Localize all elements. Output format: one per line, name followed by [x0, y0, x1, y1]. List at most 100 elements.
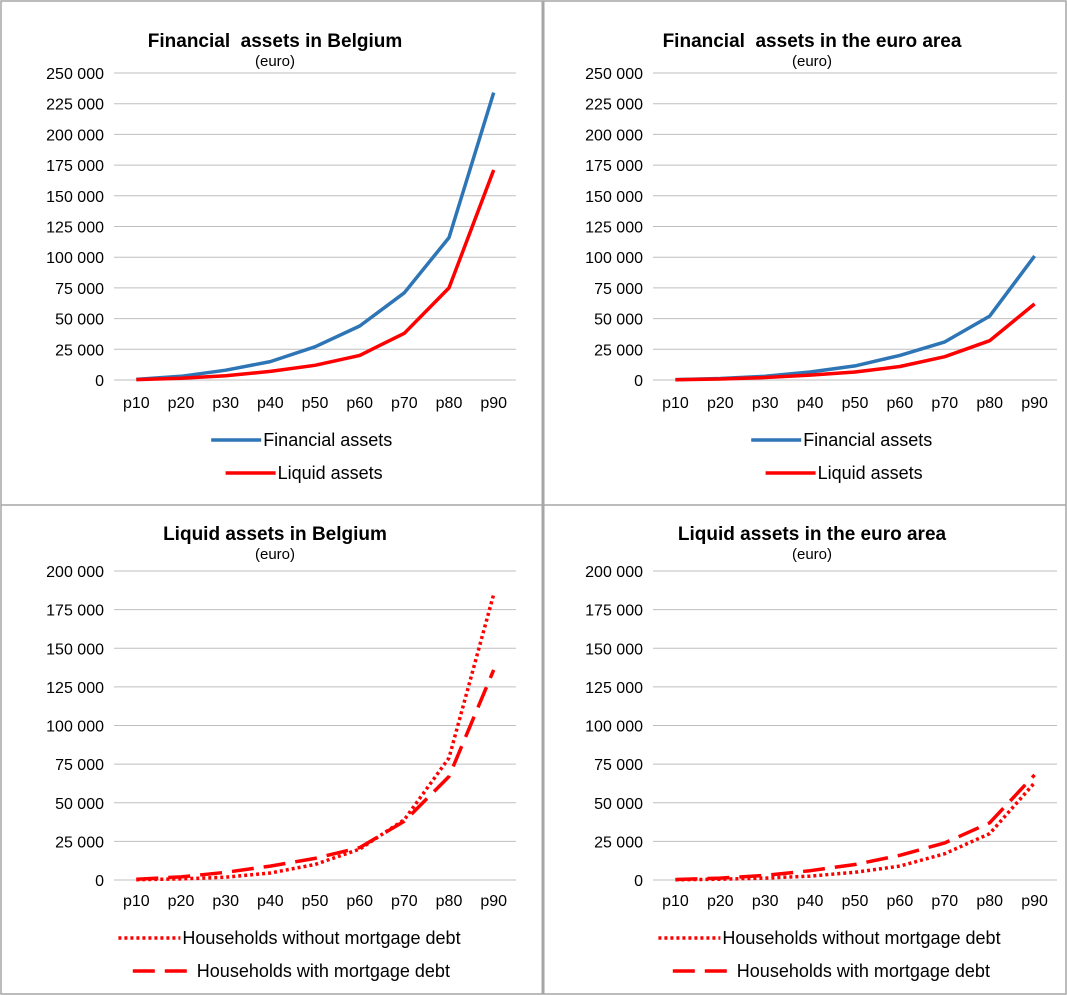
- y-tick-label: 125 000: [585, 220, 643, 237]
- legend-label-1: Households without mortgage debt: [182, 928, 460, 948]
- chart-title: Financial assets in Belgium: [148, 31, 402, 52]
- y-tick-label: 0: [95, 373, 104, 390]
- x-tick-label: p40: [257, 893, 284, 910]
- chart-financial-assets-belgium: Financial assets in Belgium (euro) 0 25 0…: [46, 31, 516, 483]
- y-tick-label: 175 000: [46, 158, 104, 175]
- x-tick-label: p50: [302, 893, 329, 910]
- x-tick-label: p90: [1021, 893, 1048, 910]
- y-tick-label: 75 000: [594, 281, 643, 298]
- chart-financial-assets-euro-area: Financial assets in the euro area (euro)…: [585, 31, 1057, 483]
- y-tick-label: 150 000: [46, 641, 104, 658]
- y-tick-label: 150 000: [46, 189, 104, 206]
- x-tick-label: p70: [391, 893, 418, 910]
- y-tick-label: 25 000: [594, 342, 643, 359]
- x-tick-label: p10: [123, 395, 150, 412]
- y-tick-label: 200 000: [585, 127, 643, 144]
- x-tick-label: p70: [391, 395, 418, 412]
- y-tick-label: 0: [634, 873, 643, 890]
- chart-title: Financial assets in the euro area: [663, 31, 962, 52]
- series-line-2: [675, 773, 1036, 882]
- y-tick-label: 75 000: [55, 757, 104, 774]
- chart-title: Liquid assets in Belgium: [163, 524, 387, 545]
- series-line-2: [675, 302, 1036, 382]
- series-line-2: [136, 169, 496, 382]
- y-tick-label: 50 000: [594, 312, 643, 329]
- x-tick-label: p40: [797, 893, 824, 910]
- x-tick-label: p10: [662, 893, 689, 910]
- x-tick-label: p30: [752, 395, 779, 412]
- y-tick-label: 125 000: [46, 680, 104, 697]
- y-tick-label: 0: [95, 873, 104, 890]
- chart-title: Liquid assets in the euro area: [678, 524, 947, 545]
- x-tick-label: p50: [302, 395, 329, 412]
- x-tick-label: p20: [707, 893, 734, 910]
- legend-label-1: Financial assets: [803, 430, 932, 450]
- x-tick-label: p60: [887, 395, 914, 412]
- x-tick-label: p40: [797, 395, 824, 412]
- chart-subtitle: (euro): [255, 546, 295, 563]
- legend-label-2: Households with mortgage debt: [197, 961, 450, 981]
- x-tick-label: p10: [662, 395, 689, 412]
- legend-label-2: Liquid assets: [278, 463, 383, 483]
- y-tick-label: 125 000: [46, 220, 104, 237]
- y-tick-label: 200 000: [46, 127, 104, 144]
- y-tick-label: 150 000: [585, 641, 643, 658]
- x-tick-label: p30: [212, 893, 239, 910]
- chart-subtitle: (euro): [255, 53, 295, 70]
- x-tick-label: p90: [1021, 395, 1048, 412]
- y-tick-label: 225 000: [46, 97, 104, 114]
- x-tick-label: p20: [168, 395, 195, 412]
- x-tick-label: p90: [480, 893, 507, 910]
- y-tick-label: 50 000: [55, 312, 104, 329]
- y-tick-label: 50 000: [594, 796, 643, 813]
- legend-label-2: Liquid assets: [818, 463, 923, 483]
- y-tick-label: 175 000: [585, 603, 643, 620]
- y-tick-label: 50 000: [55, 796, 104, 813]
- x-tick-label: p70: [931, 395, 958, 412]
- y-tick-label: 25 000: [55, 834, 104, 851]
- x-tick-label: p80: [976, 395, 1003, 412]
- legend-label-1: Households without mortgage debt: [722, 928, 1000, 948]
- y-tick-label: 175 000: [585, 158, 643, 175]
- y-tick-label: 100 000: [46, 250, 104, 267]
- x-tick-label: p80: [436, 893, 463, 910]
- y-tick-label: 100 000: [585, 719, 643, 736]
- x-tick-label: p10: [123, 893, 150, 910]
- series-line-1: [136, 593, 496, 882]
- x-tick-label: p60: [887, 893, 914, 910]
- series-line-2: [136, 669, 496, 881]
- x-tick-label: p20: [707, 395, 734, 412]
- y-tick-label: 250 000: [585, 66, 643, 83]
- chart-subtitle: (euro): [792, 53, 832, 70]
- y-tick-label: 200 000: [46, 564, 104, 581]
- series-line-1: [136, 92, 496, 382]
- y-tick-label: 200 000: [585, 564, 643, 581]
- x-tick-label: p50: [842, 893, 869, 910]
- chart-subtitle: (euro): [792, 546, 832, 563]
- x-tick-label: p90: [480, 395, 507, 412]
- x-tick-label: p60: [346, 893, 373, 910]
- x-tick-label: p80: [976, 893, 1003, 910]
- x-tick-label: p40: [257, 395, 284, 412]
- y-tick-label: 150 000: [585, 189, 643, 206]
- y-tick-label: 225 000: [585, 97, 643, 114]
- y-tick-label: 25 000: [594, 834, 643, 851]
- y-tick-label: 250 000: [46, 66, 104, 83]
- y-tick-label: 125 000: [585, 680, 643, 697]
- series-line-1: [675, 254, 1037, 382]
- legend-label-2: Households with mortgage debt: [737, 961, 990, 981]
- y-tick-label: 100 000: [46, 719, 104, 736]
- y-tick-label: 75 000: [55, 281, 104, 298]
- y-tick-label: 175 000: [46, 603, 104, 620]
- chart-liquid-assets-belgium: Liquid assets in Belgium (euro) 0 25 000 5…: [46, 524, 516, 981]
- x-tick-label: p20: [168, 893, 195, 910]
- chart-liquid-assets-euro-area: Liquid assets in the euro area (euro) 0 2…: [585, 524, 1057, 981]
- x-tick-label: p50: [842, 395, 869, 412]
- y-tick-label: 0: [634, 373, 643, 390]
- x-tick-label: p80: [436, 395, 463, 412]
- x-tick-label: p60: [346, 395, 373, 412]
- x-tick-label: p30: [752, 893, 779, 910]
